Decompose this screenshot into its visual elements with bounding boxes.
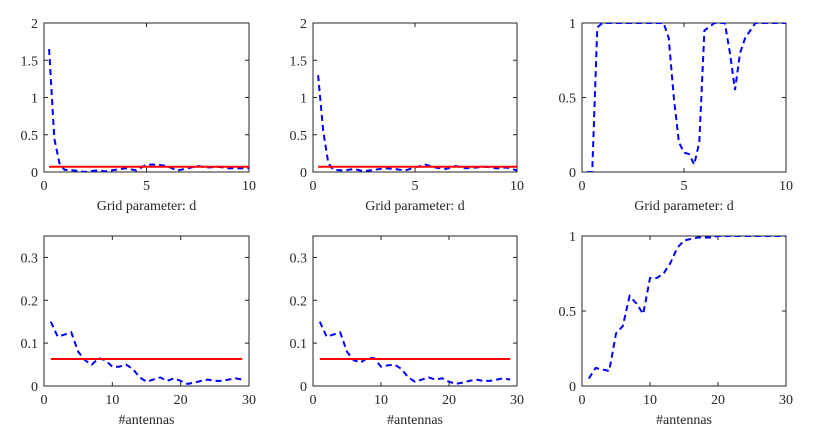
subplot-5: 0 10 20 30 0 0.1 0.2 0.3 #antennas: [290, 235, 524, 428]
y-tick-label: 0.5: [290, 129, 308, 144]
y-tick-label: 0.2: [290, 294, 308, 309]
x-tick-label: 5: [681, 179, 688, 194]
x-axis-label: Grid parameter: d: [365, 199, 465, 214]
y-tick-label: 0.3: [21, 251, 39, 266]
x-tick-label: 10: [510, 179, 524, 194]
x-tick-label: 10: [643, 393, 657, 408]
x-tick-label: 10: [374, 393, 388, 408]
x-tick-label: 10: [105, 393, 119, 408]
y-tick-label: 0.5: [559, 305, 577, 320]
x-tick-label: 30: [242, 393, 256, 408]
plot-frame: [43, 22, 250, 173]
x-tick-label: 0: [41, 179, 48, 194]
x-axis-label: Grid parameter: d: [634, 199, 734, 214]
x-tick-label: 0: [310, 393, 317, 408]
subplot-2: 0 5 10 0 0.5 1 1.5 2 Grid parameter: d: [290, 17, 525, 214]
plot-frame: [581, 22, 787, 173]
y-tick-label: 0: [300, 166, 307, 181]
x-tick-label: 30: [510, 393, 524, 408]
x-tick-label: 0: [579, 393, 586, 408]
plot-frame: [312, 235, 518, 387]
y-tick-label: 0: [569, 380, 576, 395]
x-tick-label: 10: [242, 179, 256, 194]
series-line-dashed: [587, 23, 786, 172]
x-tick-label: 0: [310, 179, 317, 194]
y-tick-label: 1: [31, 92, 38, 107]
x-axis-label: Grid parameter: d: [97, 199, 197, 214]
x-tick-label: 5: [412, 179, 419, 194]
series-line-dashed: [318, 321, 511, 385]
y-tick-label: 0: [569, 166, 576, 181]
subplot-4: 0 10 20 30 0 0.1 0.2 0.3 #antennas: [21, 235, 256, 428]
x-axis-label: #antennas: [119, 413, 175, 428]
y-tick-label: 0.5: [21, 129, 39, 144]
x-tick-label: 30: [779, 393, 793, 408]
y-tick-label: 2: [300, 17, 307, 32]
subplot-6: 0 10 20 30 0 0.5 1 #antennas: [559, 230, 794, 428]
y-tick-label: 0.1: [21, 337, 39, 352]
x-tick-label: 10: [779, 179, 793, 194]
x-axis-label: #antennas: [656, 413, 712, 428]
y-tick-label: 0.5: [559, 92, 577, 107]
y-tick-label: 0.2: [21, 294, 39, 309]
series-line-dashed: [587, 236, 786, 380]
y-tick-label: 1.5: [290, 54, 308, 69]
plot-frame: [581, 235, 787, 387]
y-tick-label: 0: [31, 166, 38, 181]
x-tick-label: 0: [579, 179, 586, 194]
x-axis-label: #antennas: [387, 413, 443, 428]
series-line-dashed: [317, 75, 517, 172]
x-tick-label: 20: [174, 393, 188, 408]
y-tick-label: 1: [569, 230, 576, 245]
x-tick-label: 5: [143, 179, 150, 194]
x-tick-label: 20: [442, 393, 456, 408]
y-tick-label: 0.1: [290, 337, 308, 352]
y-tick-label: 1: [569, 17, 576, 32]
x-tick-label: 0: [41, 393, 48, 408]
y-tick-label: 1.5: [21, 54, 39, 69]
x-tick-label: 20: [711, 393, 725, 408]
subplot-3: 0 5 10 0 0.5 1 Grid parameter: d: [559, 17, 794, 214]
plot-frame: [312, 22, 518, 173]
series-line-dashed: [49, 321, 243, 385]
y-tick-label: 1: [300, 92, 307, 107]
y-tick-label: 0: [300, 380, 307, 395]
y-tick-label: 0: [31, 380, 38, 395]
y-tick-label: 0.3: [290, 251, 308, 266]
plot-frame: [43, 235, 250, 387]
subplot-1: 0 5 10 0 0.5 1 1.5 2 Grid parameter: d: [21, 17, 257, 214]
y-tick-label: 2: [31, 17, 38, 32]
